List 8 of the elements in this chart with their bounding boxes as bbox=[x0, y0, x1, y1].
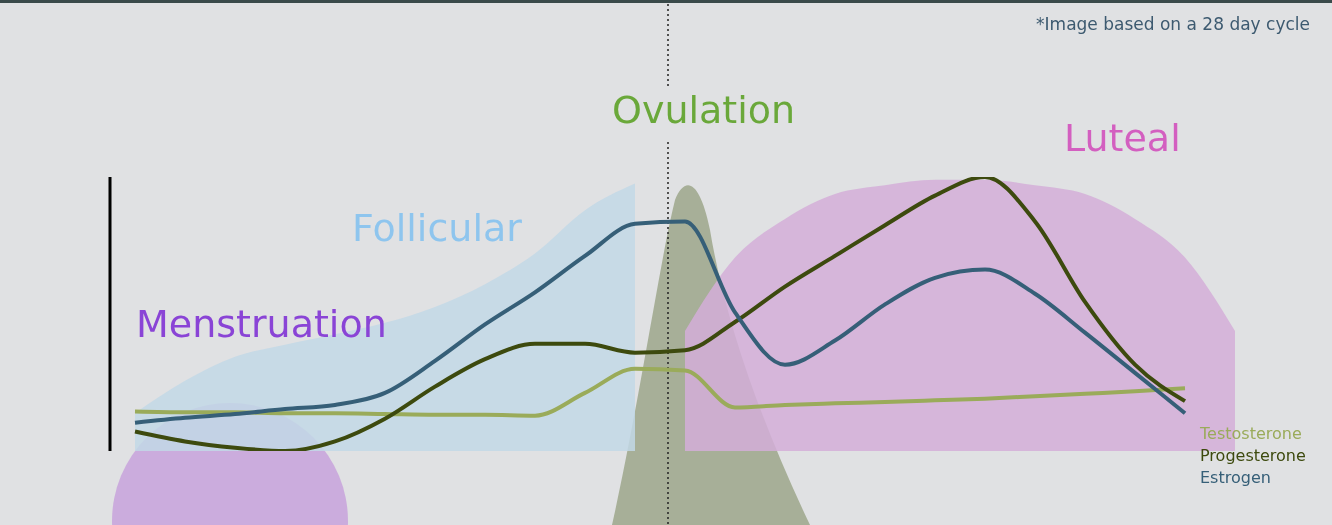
text: Testosterone bbox=[1200, 423, 1303, 445]
text: Progesterone bbox=[1200, 445, 1307, 467]
text: Luteal bbox=[1064, 116, 1181, 160]
text: *Image based on a 28 day cycle bbox=[1036, 14, 1310, 34]
text: Ovulation bbox=[612, 88, 796, 132]
text: Estrogen bbox=[1200, 467, 1272, 489]
annotation: Menstruation bbox=[136, 302, 387, 346]
annotation: Follicular bbox=[352, 206, 522, 250]
